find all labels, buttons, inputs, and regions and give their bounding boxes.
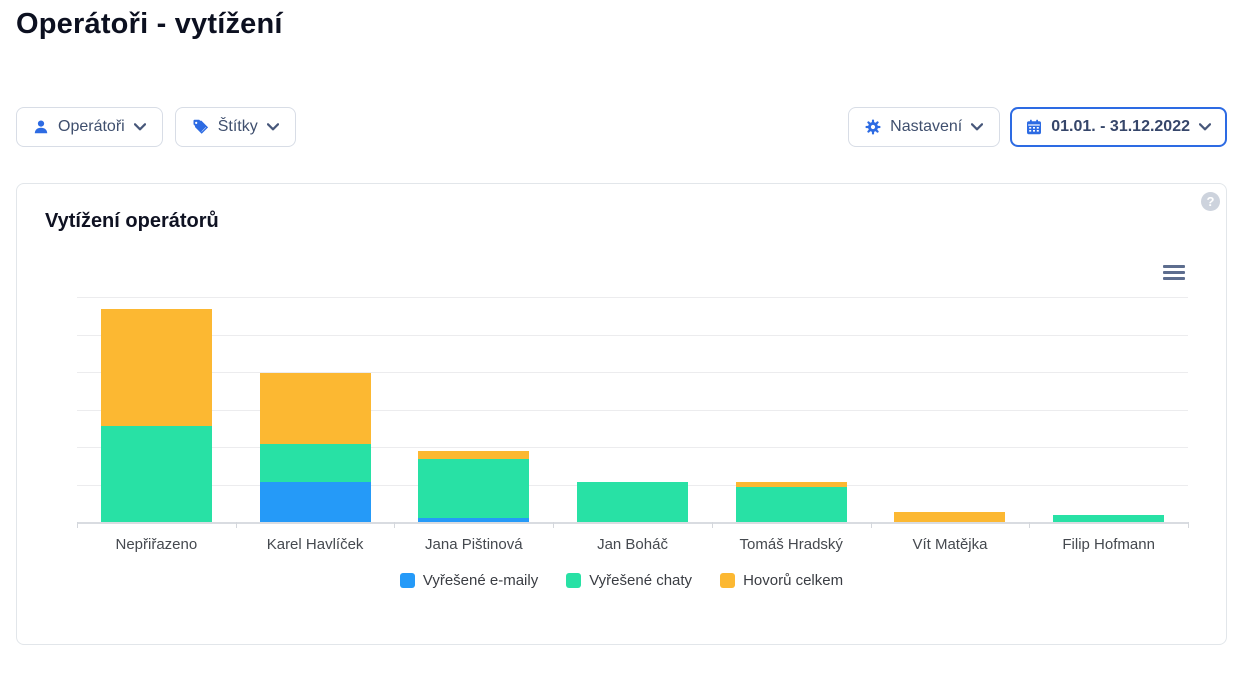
gridline: [77, 447, 1188, 448]
x-axis-label: Tomáš Hradský: [739, 536, 843, 553]
axis-tick: [77, 522, 78, 528]
bar-segment[interactable]: [894, 511, 1005, 522]
plot-area: [77, 297, 1189, 528]
x-axis-labels: Nepřiřazeno Karel Havlíček Jana Pištinová J…: [77, 536, 1188, 553]
tag-icon: [192, 119, 209, 135]
x-axis-label: Vít Matějka: [912, 536, 988, 553]
toolbar-right: Nastavení 01.01. - 31.12.2022: [848, 107, 1227, 147]
axis-tick: [1188, 522, 1189, 528]
legend-swatch: [720, 573, 736, 588]
calendar-icon: [1026, 119, 1042, 135]
x-axis-label: Jan Boháč: [597, 536, 668, 553]
chevron-down-icon: [266, 123, 279, 131]
page-title: Operátoři - vytížení: [16, 8, 283, 40]
axis-tick: [236, 522, 237, 528]
settings-dropdown-button[interactable]: Nastavení: [848, 107, 1001, 147]
x-axis-label: Filip Hofmann: [1062, 536, 1155, 553]
gridline: [77, 334, 1188, 336]
gridline: [77, 297, 1188, 298]
settings-dropdown-label: Nastavení: [890, 118, 963, 135]
bar-segment[interactable]: [260, 481, 371, 522]
legend-label: Vyřešené e-maily: [422, 572, 539, 589]
axis-tick: [871, 522, 872, 528]
bar-segment[interactable]: [101, 426, 212, 522]
bar-segment[interactable]: [418, 459, 529, 518]
legend-label: Hovorů celkem: [743, 572, 844, 589]
person-icon: [33, 119, 49, 135]
bar-segment[interactable]: [577, 481, 688, 522]
chevron-down-icon: [133, 123, 146, 131]
chevron-down-icon: [971, 123, 984, 131]
bar-segment[interactable]: [260, 444, 371, 482]
x-axis-label: Nepřiřazeno: [115, 536, 198, 553]
bar-segment[interactable]: [736, 482, 847, 488]
legend-item[interactable]: Hovorů celkem: [720, 572, 843, 589]
chart-legend: Vyřešené e-maily Vyřešené chaty Hovorů cel…: [17, 572, 1226, 589]
axis-tick: [394, 522, 395, 528]
tags-dropdown-label: Štítky: [217, 118, 258, 135]
gridline: [77, 372, 1188, 373]
chart-card: ? Vytížení operátorů Nepřiřazeno Karel Ha…: [16, 183, 1227, 645]
legend-swatch: [566, 573, 582, 588]
bar-segment[interactable]: [418, 517, 529, 522]
bar-segment[interactable]: [418, 451, 529, 459]
bar-segment[interactable]: [736, 487, 847, 522]
tags-dropdown-button[interactable]: Štítky: [174, 107, 296, 147]
bar-segment[interactable]: [1053, 514, 1164, 522]
legend-swatch: [399, 573, 415, 588]
operators-dropdown-button[interactable]: Operátoři: [16, 107, 163, 147]
x-axis-label: Jana Pištinová: [425, 536, 523, 553]
date-range-picker-button[interactable]: 01.01. - 31.12.2022: [1010, 107, 1227, 147]
legend-item[interactable]: Vyřešené chaty: [566, 572, 692, 589]
axis-tick: [712, 522, 713, 528]
legend-item[interactable]: Vyřešené e-maily: [399, 572, 539, 589]
date-range-label: 01.01. - 31.12.2022: [1051, 118, 1190, 135]
gear-icon: [865, 119, 881, 135]
chart-menu-icon[interactable]: [1163, 265, 1185, 280]
legend-label: Vyřešené chaty: [589, 572, 693, 589]
chart-title: Vytížení operátorů: [45, 210, 219, 232]
bar-segment[interactable]: [260, 373, 371, 444]
axis-tick: [553, 522, 554, 528]
chevron-down-icon: [1199, 123, 1211, 131]
x-axis-line: [77, 522, 1188, 524]
operators-dropdown-label: Operátoři: [58, 118, 125, 135]
axis-tick: [1029, 522, 1030, 528]
x-axis-label: Karel Havlíček: [266, 536, 364, 553]
bar-segment[interactable]: [101, 309, 212, 426]
toolbar-left: Operátoři Štítky: [16, 107, 296, 147]
gridline: [77, 409, 1188, 411]
help-icon[interactable]: ?: [1201, 192, 1220, 211]
